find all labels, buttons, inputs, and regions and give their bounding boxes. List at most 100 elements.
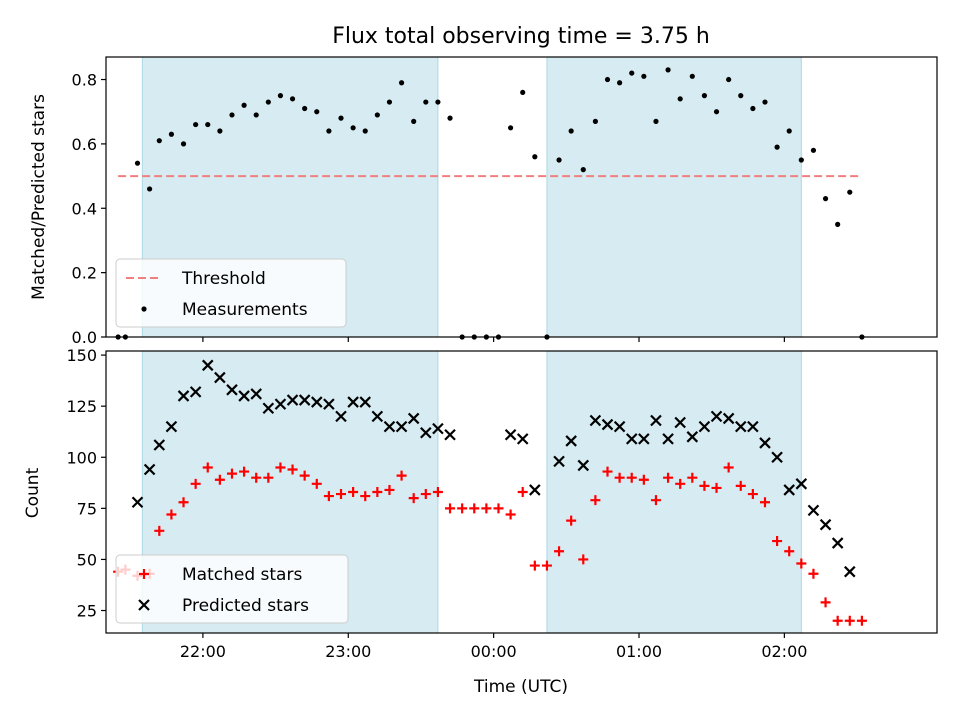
data-point-matched <box>711 482 722 493</box>
ratio-panel: Flux total observing time = 3.75 h Match… <box>29 24 938 347</box>
data-point <box>520 89 526 96</box>
data-point-matched <box>287 464 298 475</box>
data-point-matched <box>844 615 855 626</box>
data-point <box>568 128 574 134</box>
data-point-predicted <box>698 420 711 433</box>
data-point-predicted <box>504 429 517 441</box>
data-point <box>653 118 659 124</box>
data-point-matched <box>578 554 589 565</box>
data-point-matched <box>469 503 480 514</box>
data-point-matched <box>626 472 637 483</box>
data-point-matched <box>529 560 540 571</box>
count-panel: Count Time (UTC) 22:00 23:00 00:00 01:00 02:… <box>23 346 938 697</box>
data-point <box>277 93 284 99</box>
data-point-predicted <box>214 371 226 384</box>
data-point <box>289 96 296 102</box>
data-point <box>241 102 247 108</box>
x-tick-label: 00:00 <box>471 642 517 661</box>
data-point <box>411 118 417 124</box>
data-point-predicted <box>783 484 795 496</box>
y-tick-label: 0.0 <box>72 328 97 347</box>
data-point <box>168 131 175 137</box>
data-point-matched <box>190 478 201 489</box>
data-point <box>701 93 708 99</box>
data-point-predicted <box>274 398 287 410</box>
data-point <box>810 147 817 153</box>
data-point-matched <box>699 480 710 491</box>
data-point <box>580 167 586 173</box>
x-tick-label: 02:00 <box>761 642 807 661</box>
data-point-predicted <box>347 396 359 408</box>
data-point-matched <box>251 472 262 483</box>
y-axis-label-ratio: Matched/Predicted stars <box>29 94 49 300</box>
data-point <box>180 141 187 147</box>
data-point-matched <box>808 568 819 579</box>
data-point <box>350 125 356 131</box>
series-measurements <box>115 67 865 340</box>
data-point-predicted <box>553 455 565 468</box>
data-point-matched <box>602 466 613 477</box>
data-point-matched <box>336 489 347 500</box>
data-point-predicted <box>674 416 686 429</box>
y-tick-label: 0.6 <box>72 135 97 154</box>
data-point-predicted <box>819 518 832 531</box>
data-point <box>193 121 199 128</box>
data-point <box>641 73 647 79</box>
data-point-predicted <box>638 433 650 445</box>
data-point-matched <box>820 597 831 608</box>
data-point <box>835 221 841 227</box>
data-point-matched <box>784 546 795 557</box>
legend-label: Predicted stars <box>182 596 309 616</box>
legend: Matched stars Predicted stars <box>115 554 349 624</box>
data-point <box>750 105 756 112</box>
data-point-matched <box>348 487 359 497</box>
legend: Threshold Measurements <box>115 258 347 328</box>
data-point <box>374 112 380 118</box>
y-tick-label: 50 <box>77 550 97 569</box>
data-point-predicted <box>335 410 347 423</box>
data-point-predicted <box>395 420 408 433</box>
legend-matched-swatch <box>139 569 149 579</box>
data-point <box>847 189 853 195</box>
data-point-predicted <box>710 410 723 423</box>
data-point <box>726 76 732 83</box>
data-point <box>604 76 611 83</box>
legend-box <box>115 258 347 328</box>
data-point <box>362 128 368 134</box>
data-point <box>592 118 598 124</box>
data-point-matched <box>420 489 431 500</box>
data-point <box>156 138 162 144</box>
x-tick-label: 23:00 <box>325 642 371 661</box>
data-point-matched <box>226 468 237 479</box>
data-point <box>435 99 441 105</box>
axes-frame <box>105 56 938 338</box>
data-point-matched <box>590 495 601 506</box>
data-point-matched <box>372 487 383 497</box>
data-point <box>762 99 768 105</box>
data-point-predicted <box>650 414 662 427</box>
data-point-matched <box>202 462 213 473</box>
data-point-matched <box>517 487 528 497</box>
data-point-matched <box>687 472 698 483</box>
data-point-matched <box>747 489 758 500</box>
data-point-matched <box>554 546 565 557</box>
series-predicted-stars <box>131 359 856 578</box>
y-tick-label: 125 <box>66 397 97 416</box>
y-tick-label: 0.4 <box>72 199 97 218</box>
data-point-predicted <box>589 414 602 427</box>
data-point-predicted <box>262 402 275 414</box>
data-point-matched <box>505 509 516 520</box>
data-point-predicted <box>601 418 614 431</box>
data-point-predicted <box>807 504 820 517</box>
data-point-predicted <box>613 420 626 433</box>
data-point-predicted <box>153 439 166 451</box>
data-point-predicted <box>516 433 529 445</box>
data-point <box>786 128 792 134</box>
data-point-matched <box>239 466 250 477</box>
data-point-predicted <box>407 412 420 425</box>
data-point-predicted <box>131 496 144 508</box>
data-point <box>617 80 623 86</box>
data-point-predicted <box>189 386 202 398</box>
data-point-matched <box>663 472 674 483</box>
legend-measurement-swatch <box>141 306 147 312</box>
